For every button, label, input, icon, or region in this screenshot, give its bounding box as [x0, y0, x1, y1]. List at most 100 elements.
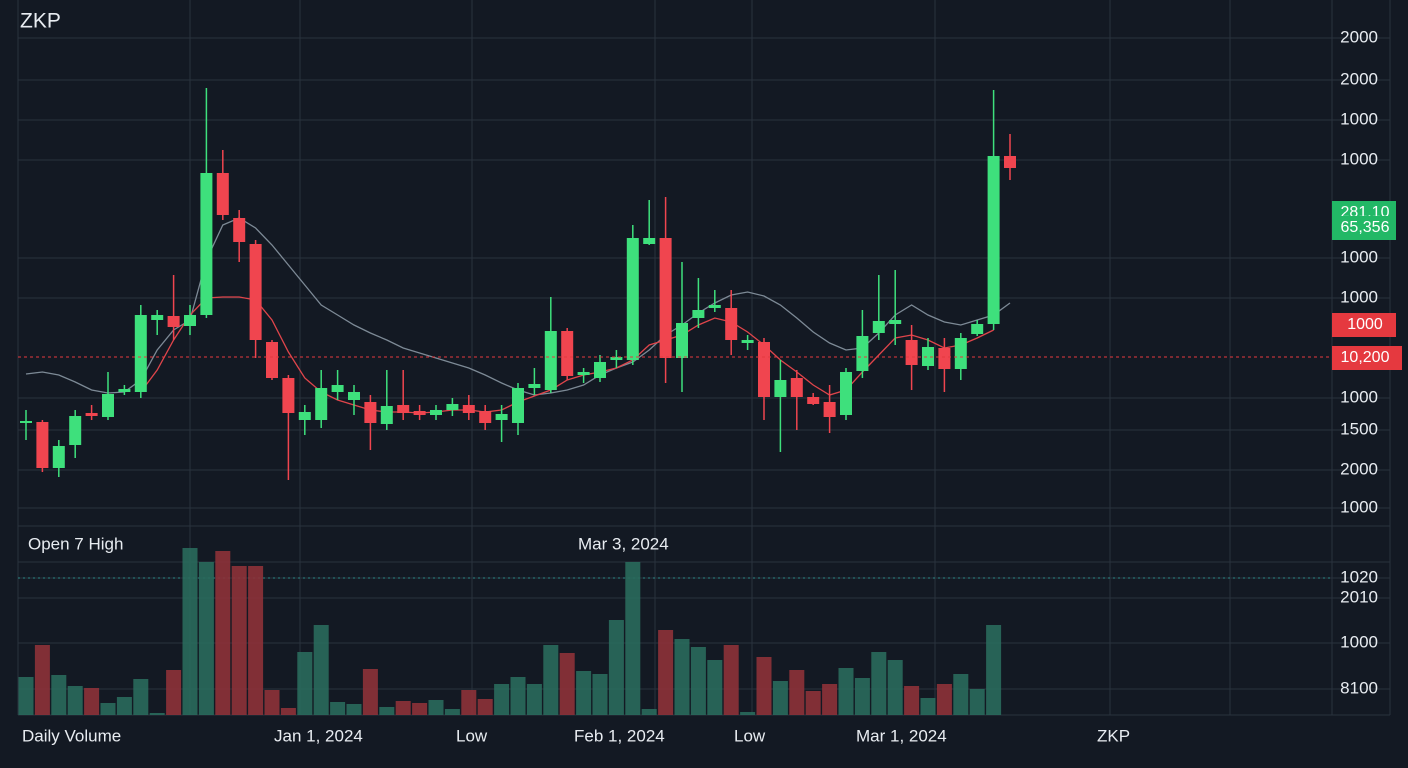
- volume-bar: [346, 704, 362, 715]
- volume-bar: [576, 671, 592, 715]
- volume-bar: [674, 639, 690, 715]
- volume-bar: [805, 691, 821, 715]
- candle-body: [594, 362, 606, 378]
- candle-body: [512, 388, 524, 423]
- candle-body: [364, 402, 377, 423]
- volume-bar: [444, 709, 460, 715]
- volume-bar: [51, 675, 67, 715]
- volume-bar: [707, 660, 723, 715]
- volume-bar: [166, 670, 182, 715]
- price-badge: [1332, 216, 1396, 240]
- volume-bar: [904, 686, 920, 715]
- candle-body: [102, 394, 114, 417]
- volume-bar: [215, 551, 231, 715]
- volume-bar: [822, 684, 838, 715]
- candle-body: [856, 336, 869, 371]
- volume-bar: [149, 713, 165, 715]
- x-axis-labels: Daily Volume Jan 1, 2024 Low Feb 1, 2024…: [22, 726, 1130, 745]
- volume-bar: [264, 690, 280, 715]
- y-tick-label: 1000: [1340, 149, 1378, 168]
- candle-body: [872, 321, 885, 333]
- candle-body: [708, 305, 721, 308]
- volume-bar: [953, 674, 969, 715]
- candle-body: [1004, 156, 1016, 168]
- candle-body: [331, 385, 344, 392]
- volume-bar: [494, 684, 510, 715]
- volume-bar: [920, 698, 936, 715]
- candle-body: [249, 244, 262, 340]
- candle-body: [266, 342, 278, 378]
- volume-bar: [592, 674, 608, 715]
- volume-bar: [756, 657, 772, 715]
- candle-body: [725, 308, 738, 340]
- candle-body: [397, 405, 410, 413]
- volume-bar: [625, 562, 641, 715]
- candle-body: [807, 397, 820, 404]
- candle-body: [184, 315, 196, 326]
- volume-bar: [313, 625, 329, 715]
- price-badge-label: 65,356: [1341, 219, 1390, 236]
- x-label: Mar 1, 2024: [856, 726, 947, 745]
- volume-bar: [428, 700, 444, 715]
- volume-bar: [116, 697, 132, 715]
- volume-bar: [84, 688, 100, 715]
- candle-body: [938, 348, 951, 369]
- candle-body: [840, 372, 852, 415]
- candle-body: [577, 372, 590, 375]
- x-label: Jan 1, 2024: [274, 726, 363, 745]
- volume-bar: [690, 647, 706, 715]
- volume-tick-label: 8100: [1340, 678, 1378, 697]
- candle-body: [495, 414, 508, 420]
- volume-bar: [133, 679, 149, 715]
- crosshair-date: Mar 3, 2024: [578, 534, 669, 553]
- candle-body: [659, 238, 672, 358]
- candle-body: [528, 384, 541, 388]
- price-badge: [1332, 346, 1402, 370]
- candle-body: [413, 411, 426, 415]
- chart-title: ZKP: [20, 10, 61, 33]
- volume-bar: [969, 689, 985, 715]
- y-tick-label: 2000: [1340, 69, 1378, 88]
- candle-body: [626, 238, 639, 360]
- volume-bar: [198, 562, 214, 715]
- volume-bar: [838, 668, 854, 715]
- candle-body: [823, 402, 836, 417]
- volume-bar: [379, 707, 395, 715]
- volume-bar: [723, 645, 739, 715]
- candle-body: [118, 389, 131, 392]
- candle-body: [790, 378, 803, 397]
- volume-bar: [740, 712, 756, 715]
- candle-body: [692, 310, 705, 318]
- candle-body: [987, 156, 1000, 324]
- candle-body: [676, 323, 688, 358]
- x-label: Low: [734, 726, 766, 745]
- candle-body: [430, 410, 442, 415]
- volume-bar: [789, 670, 805, 715]
- candle-body: [36, 422, 49, 468]
- candle-body: [971, 324, 984, 334]
- volume-bar: [330, 702, 346, 715]
- candle-body: [134, 315, 147, 392]
- y-tick-label: 2000: [1340, 27, 1378, 46]
- candle-body: [167, 316, 180, 327]
- candle-body: [315, 388, 328, 420]
- candle-body: [282, 378, 295, 413]
- candle-body: [954, 338, 967, 369]
- candle-body: [561, 331, 574, 376]
- volume-tick-label: 1000: [1340, 632, 1378, 651]
- y-tick-label: 1500: [1340, 419, 1378, 438]
- candle-body: [922, 347, 934, 366]
- volume-bar: [297, 652, 313, 715]
- volume-bar: [510, 677, 526, 715]
- legend-text: Open 7 High: [28, 534, 123, 553]
- candle-body: [544, 331, 557, 390]
- y-tick-label: 1000: [1340, 247, 1378, 266]
- volume-bar: [526, 684, 542, 715]
- candle-body: [758, 342, 770, 397]
- volume-bar: [772, 681, 788, 715]
- price-badge: [1332, 313, 1396, 337]
- candle-body: [741, 340, 754, 343]
- price-badge-label: 10,200: [1341, 349, 1390, 366]
- volume-bar: [477, 699, 493, 715]
- y-tick-label: 1000: [1340, 287, 1378, 306]
